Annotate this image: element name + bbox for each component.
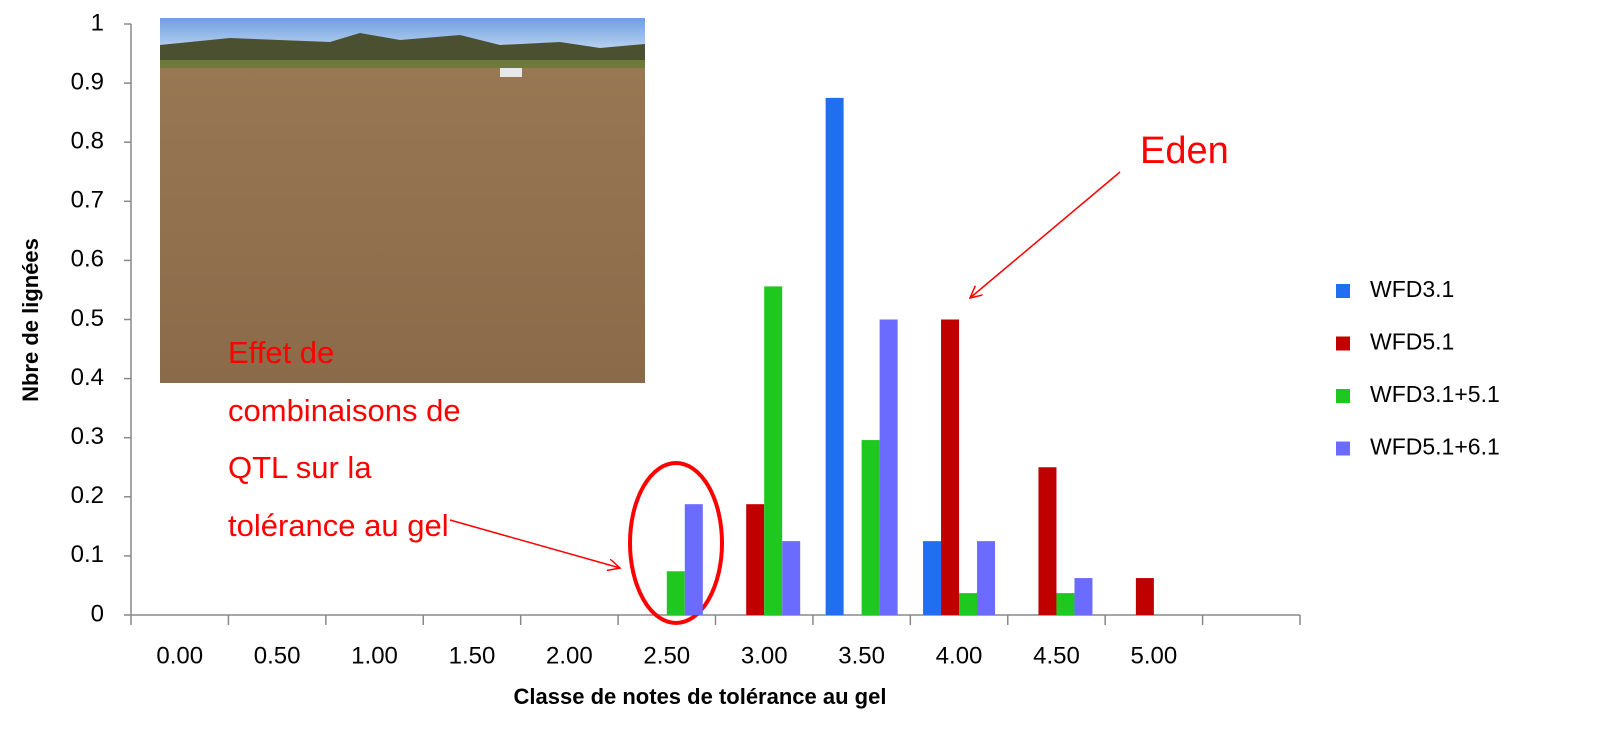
- x-tick-label: 1.50: [449, 642, 496, 669]
- y-tick-label: 0.2: [71, 482, 104, 509]
- y-tick-label: 1: [91, 9, 104, 36]
- x-tick-label: 0.50: [254, 642, 301, 669]
- legend-swatch: [1336, 284, 1350, 298]
- x-tick-label: 4.00: [936, 642, 983, 669]
- legend-swatch: [1336, 337, 1350, 351]
- annotation: tolérance au gel: [228, 508, 449, 543]
- annotation: combinaisons de: [228, 393, 461, 428]
- bar: [880, 320, 898, 616]
- x-tick-label: 3.50: [838, 642, 885, 669]
- bar: [1136, 578, 1154, 615]
- y-tick-label: 0.4: [71, 364, 104, 391]
- photo: [160, 18, 645, 383]
- y-tick-label: 0.7: [71, 187, 104, 214]
- chart: Nbre de lignées Classe de notes de tolér…: [0, 0, 1624, 744]
- x-axis-title: Classe de notes de tolérance au gel: [514, 684, 887, 709]
- y-axis-title: Nbre de lignées: [18, 238, 43, 402]
- annotation: Effet de: [228, 335, 334, 370]
- y-tick-label: 0.5: [71, 305, 104, 332]
- bar: [1056, 593, 1074, 615]
- annotation-arrow: [450, 520, 620, 568]
- bar: [1074, 578, 1092, 615]
- x-tick-label: 2.50: [643, 642, 690, 669]
- x-tick-label: 4.50: [1033, 642, 1080, 669]
- annotation: Eden: [1140, 130, 1229, 172]
- y-tick-label: 0.3: [71, 423, 104, 450]
- x-tick-label: 2.00: [546, 642, 593, 669]
- legend-label: WFD5.1: [1370, 329, 1454, 355]
- legend-label: WFD3.1: [1370, 276, 1454, 302]
- annotation-arrow: [970, 172, 1120, 298]
- y-tick-label: 0.8: [71, 128, 104, 155]
- bar: [923, 541, 941, 615]
- bar: [941, 320, 959, 616]
- bar: [977, 541, 995, 615]
- bar: [959, 593, 977, 615]
- bar: [826, 98, 844, 615]
- legend-label: WFD3.1+5.1: [1370, 381, 1500, 407]
- y-tick-label: 0.6: [71, 246, 104, 273]
- bar: [746, 504, 764, 615]
- annotation: QTL sur la: [228, 450, 372, 485]
- x-tick-label: 3.00: [741, 642, 788, 669]
- bar: [667, 571, 685, 615]
- bar: [1038, 467, 1056, 615]
- y-tick-label: 0.1: [71, 541, 104, 568]
- bar: [782, 541, 800, 615]
- bar: [764, 286, 782, 615]
- legend-swatch: [1336, 442, 1350, 456]
- legend-label: WFD5.1+6.1: [1370, 434, 1500, 460]
- y-tick-label: 0: [91, 600, 104, 627]
- x-tick-label: 1.00: [351, 642, 398, 669]
- x-tick-label: 0.00: [156, 642, 203, 669]
- y-tick-label: 0.9: [71, 68, 104, 95]
- x-tick-label: 5.00: [1131, 642, 1178, 669]
- bar: [862, 440, 880, 615]
- bar: [685, 504, 703, 615]
- legend-swatch: [1336, 389, 1350, 403]
